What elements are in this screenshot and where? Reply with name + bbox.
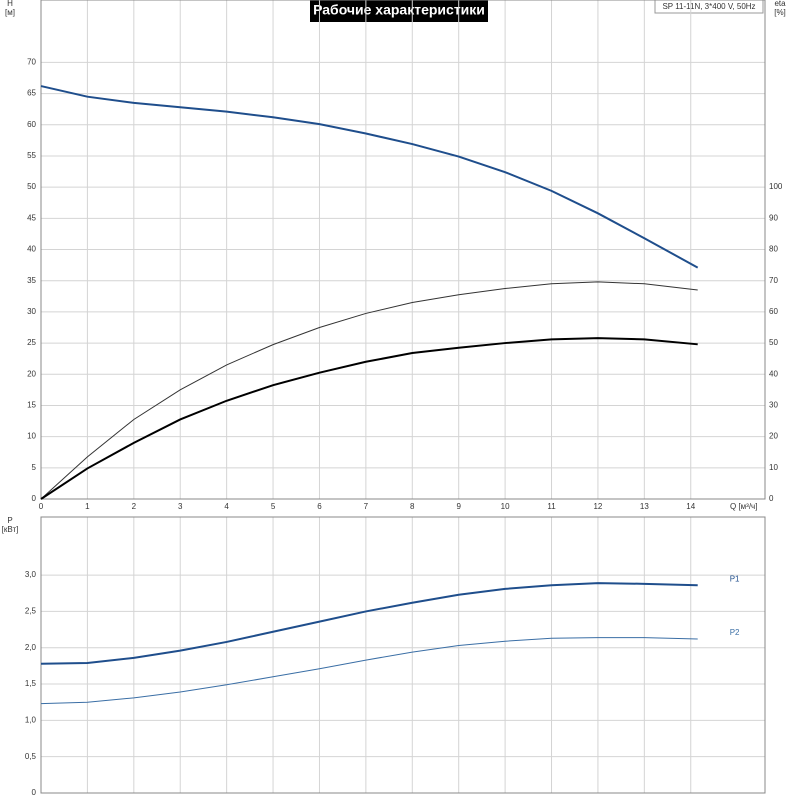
y2-axis-label: eta <box>774 0 786 8</box>
y-tick-label: 20 <box>27 369 36 378</box>
x-tick-label: 3 <box>178 502 183 511</box>
series-line <box>40 85 699 269</box>
series-line <box>40 281 698 500</box>
plot-frame <box>40 0 766 500</box>
y2-axis-label: [%] <box>774 8 786 17</box>
y-axis-label: [кВт] <box>2 525 19 534</box>
x-axis-label: Q [м³/ч] <box>730 502 757 511</box>
x-tick-label: 0 <box>39 502 44 511</box>
x-tick-label: 12 <box>593 502 602 511</box>
series-label: P1 <box>730 574 740 583</box>
x-tick-label: 9 <box>456 502 461 511</box>
x-tick-label: 14 <box>686 502 695 511</box>
x-tick-label: 1 <box>85 502 90 511</box>
y-tick-label: 1,5 <box>25 679 37 688</box>
y2-tick-label: 0 <box>769 494 774 503</box>
y-tick-label: 5 <box>32 463 37 472</box>
y-tick-label: 40 <box>27 245 36 254</box>
y-tick-label: 1,0 <box>25 715 37 724</box>
x-tick-label: 2 <box>132 502 137 511</box>
chart-title: Рабочие характеристики <box>313 2 485 18</box>
y2-tick-label: 20 <box>769 432 778 441</box>
y-tick-label: 30 <box>27 307 36 316</box>
y2-tick-label: 70 <box>769 276 778 285</box>
series-line <box>40 637 698 705</box>
y2-tick-label: 60 <box>769 307 778 316</box>
x-tick-label: 4 <box>224 502 229 511</box>
y-tick-label: 0 <box>32 494 37 503</box>
y-tick-label: 10 <box>27 432 36 441</box>
y2-tick-label: 80 <box>769 245 778 254</box>
y-tick-label: 70 <box>27 57 36 66</box>
y2-tick-label: 30 <box>769 401 778 410</box>
series-line <box>40 582 698 665</box>
y-axis-label: [м] <box>5 8 15 17</box>
model-box <box>654 0 764 14</box>
y-tick-label: 15 <box>27 401 36 410</box>
y2-tick-label: 50 <box>769 338 778 347</box>
x-tick-label: 11 <box>547 502 556 511</box>
y-tick-label: 0,5 <box>25 752 37 761</box>
y-axis-label: H <box>7 0 13 8</box>
x-tick-label: 8 <box>410 502 415 511</box>
plot-frame <box>40 516 766 794</box>
y-tick-label: 35 <box>27 276 36 285</box>
series-label: P2 <box>730 628 740 637</box>
y-tick-label: 25 <box>27 338 36 347</box>
title-box <box>310 0 488 22</box>
y-axis-label: P <box>7 516 12 525</box>
y-tick-label: 2,5 <box>25 607 37 616</box>
y2-tick-label: 10 <box>769 463 778 472</box>
y-tick-label: 45 <box>27 213 36 222</box>
x-tick-label: 6 <box>317 502 322 511</box>
y2-tick-label: 100 <box>769 182 783 191</box>
y-tick-label: 55 <box>27 151 36 160</box>
y2-tick-label: 90 <box>769 213 778 222</box>
series-line <box>40 337 698 500</box>
x-tick-label: 13 <box>640 502 649 511</box>
x-tick-label: 7 <box>364 502 369 511</box>
y-tick-label: 3,0 <box>25 570 37 579</box>
model-label: SP 11-11N, 3*400 V, 50Hz <box>662 2 755 11</box>
y-tick-label: 2,0 <box>25 643 37 652</box>
x-tick-label: 5 <box>271 502 276 511</box>
y2-tick-label: 40 <box>769 369 778 378</box>
x-tick-label: 10 <box>501 502 510 511</box>
y-tick-label: 50 <box>27 182 36 191</box>
y-tick-label: 60 <box>27 120 36 129</box>
y-tick-label: 0 <box>32 788 37 797</box>
y-tick-label: 65 <box>27 89 36 98</box>
